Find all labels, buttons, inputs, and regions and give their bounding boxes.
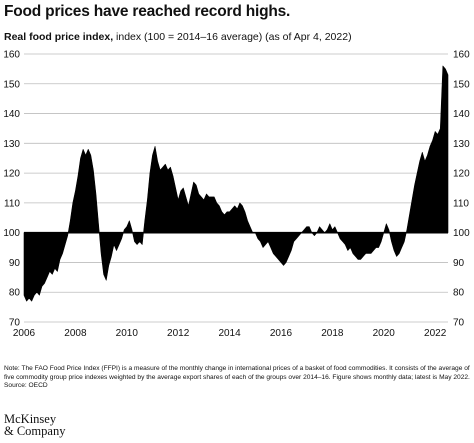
y-tick-right-130: 130: [453, 139, 470, 150]
y-tick-right-140: 140: [453, 109, 470, 120]
y-tick-left-100: 100: [3, 228, 20, 239]
y-tick-left-80: 80: [9, 288, 21, 299]
y-tick-left-130: 130: [3, 139, 20, 150]
series-area: [23, 65, 449, 302]
y-tick-left-90: 90: [9, 258, 21, 269]
mckinsey-logo: McKinsey & Company: [4, 412, 66, 438]
gridlines: [24, 53, 448, 323]
y-tick-left-70: 70: [9, 318, 21, 329]
y-tick-right-80: 80: [453, 288, 465, 299]
y-tick-right-150: 150: [453, 79, 470, 90]
chart-subtitle: Real food price index, index (100 = 2014…: [4, 31, 352, 43]
y-tick-right-70: 70: [453, 318, 465, 329]
area-series: [23, 65, 449, 302]
y-tick-right-90: 90: [453, 258, 465, 269]
x-tick-2008: 2008: [64, 328, 87, 339]
source-text: Source: OECD: [4, 382, 48, 390]
x-tick-2022: 2022: [424, 328, 447, 339]
y-tick-right-100: 100: [453, 228, 470, 239]
subtitle-bold: Real food price index,: [4, 31, 114, 43]
chart-title: Food prices have reached record highs.: [4, 3, 291, 20]
x-tick-2014: 2014: [218, 328, 241, 339]
x-tick-2018: 2018: [321, 328, 344, 339]
x-tick-2020: 2020: [373, 328, 396, 339]
x-tick-2006: 2006: [13, 328, 36, 339]
logo-line1: McKinsey: [4, 412, 57, 426]
y-tick-right-110: 110: [453, 198, 469, 209]
x-tick-2012: 2012: [167, 328, 190, 339]
y-tick-right-160: 160: [453, 50, 470, 61]
x-tick-2016: 2016: [270, 328, 293, 339]
y-axis-left-labels: 70 80 90 100 110 120 130 140 150 160: [3, 50, 20, 329]
y-tick-left-160: 160: [3, 50, 20, 61]
x-tick-2010: 2010: [116, 328, 139, 339]
subtitle-rest: index (100 = 2014–16 average) (as of Apr…: [113, 31, 352, 43]
y-tick-left-110: 110: [4, 198, 20, 209]
y-tick-right-120: 120: [453, 169, 470, 180]
y-tick-left-120: 120: [3, 169, 20, 180]
note-text: Note: The FAO Food Price Index (FFPI) is…: [4, 365, 470, 381]
logo-line2: & Company: [4, 424, 66, 438]
y-tick-left-150: 150: [3, 79, 20, 90]
y-axis-right-labels: 70 80 90 100 110 120 130 140 150 160: [453, 50, 470, 329]
x-axis-labels: 2006 2008 2010 2012 2014 2016 2018 2020 2022: [13, 328, 447, 339]
footnote: Note: The FAO Food Price Index (FFPI) is…: [4, 365, 470, 391]
y-tick-left-140: 140: [3, 109, 20, 120]
food-price-chart: 70 80 90 100 110 120 130 140 150 160 70 80 90 100 110…: [3, 50, 470, 340]
